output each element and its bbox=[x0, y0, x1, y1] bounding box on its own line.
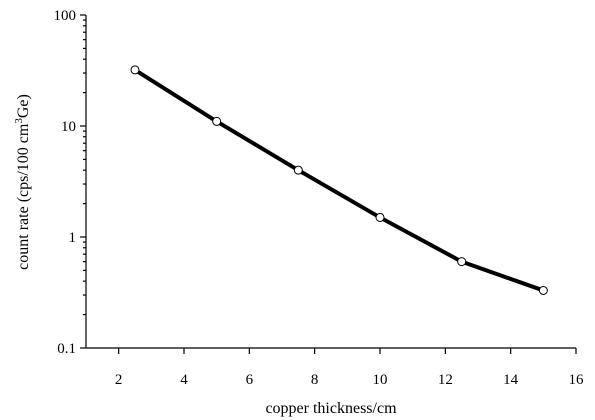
x-tick-label: 12 bbox=[438, 372, 453, 388]
y-tick-label: 1 bbox=[69, 230, 77, 246]
x-tick-label: 14 bbox=[503, 372, 519, 388]
y-ticks: 0.1 1 10 100 bbox=[54, 8, 86, 357]
x-tick-label: 6 bbox=[246, 372, 254, 388]
y-axis-title: count rate (cps/100 cm3Ge) bbox=[13, 94, 32, 270]
data-point bbox=[457, 257, 467, 267]
y-tick-label: 0.1 bbox=[57, 341, 76, 357]
x-axis-title: copper thickness/cm bbox=[265, 400, 397, 417]
data-point bbox=[130, 65, 140, 75]
axes bbox=[85, 15, 576, 349]
x-tick-label: 8 bbox=[311, 372, 319, 388]
y-tick-label: 100 bbox=[54, 8, 77, 24]
y-axis-title-prefix: count rate (cps/100 cm bbox=[15, 123, 32, 270]
x-ticks: 2 4 6 8 10 12 14 16 bbox=[115, 348, 584, 388]
data-point bbox=[293, 165, 303, 175]
y-tick-label: 10 bbox=[61, 119, 76, 135]
y-axis-title-suffix: Ge) bbox=[15, 94, 32, 118]
x-tick-label: 10 bbox=[373, 372, 388, 388]
x-tick-label: 4 bbox=[180, 372, 188, 388]
data-point bbox=[212, 116, 222, 126]
data-point bbox=[375, 212, 385, 222]
x-tick-label: 16 bbox=[569, 372, 585, 388]
x-tick-label: 2 bbox=[115, 372, 123, 388]
data-point bbox=[538, 285, 548, 295]
y-axis-title-sup: 3 bbox=[13, 118, 25, 124]
series-group bbox=[130, 65, 548, 295]
series-line bbox=[133, 67, 546, 293]
